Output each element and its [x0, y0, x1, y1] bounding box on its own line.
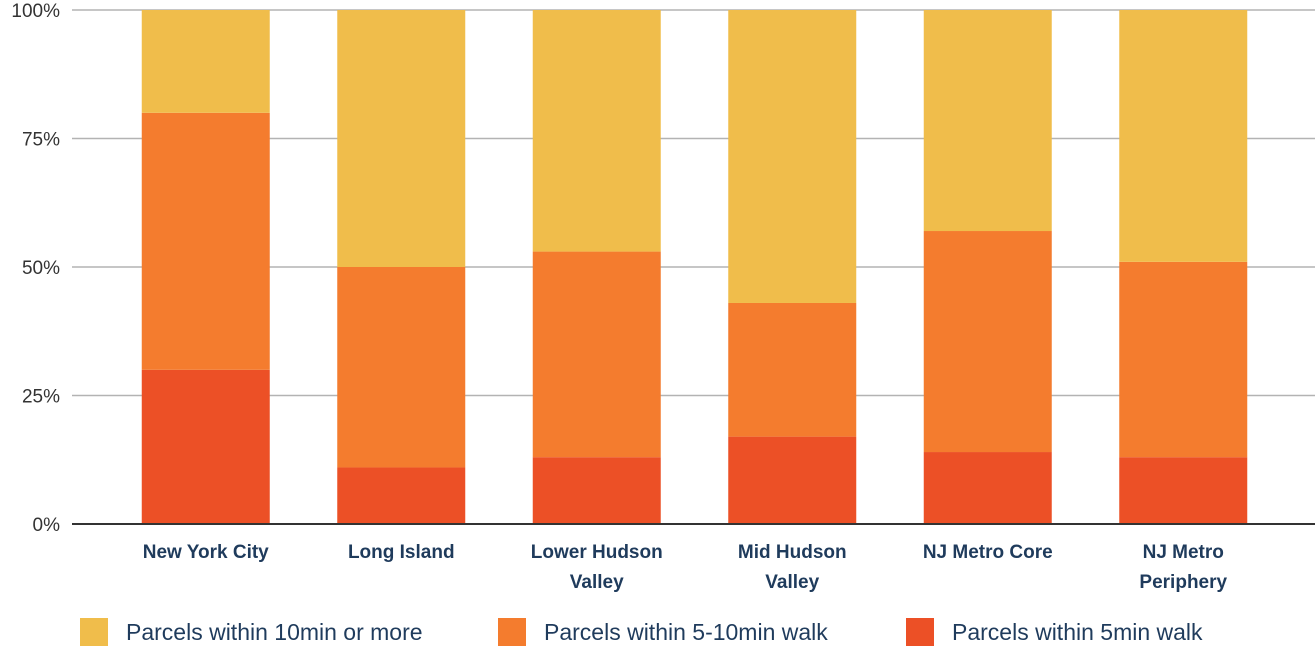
bar-segment — [337, 10, 466, 267]
x-tick-label: New York City — [143, 542, 269, 563]
x-tick-label-line: NJ Metro Core — [923, 542, 1053, 563]
x-axis: New York City Long Island Lower Hudson Vall… — [72, 523, 1315, 593]
legend-item-5min-walk: Parcels within 5min walk — [906, 618, 1203, 646]
bar-segment — [337, 467, 466, 524]
y-tick-label: 25% — [22, 387, 60, 408]
bar-segment — [923, 452, 1052, 524]
y-tick-label: 50% — [22, 258, 60, 279]
bar-segment — [141, 10, 270, 113]
x-tick-label-line: Long Island — [348, 542, 455, 563]
x-tick-label: NJ Metro Periphery — [1139, 542, 1227, 593]
stacked-bar-chart: 0% 25% 50% 75% 100% New York City Long Island… — [11, 1, 1315, 593]
x-tick-label-line: Mid Hudson — [738, 542, 847, 563]
legend-item-5-10min-walk: Parcels within 5-10min walk — [498, 618, 828, 646]
bar-segment — [337, 267, 466, 468]
legend-item-10min-or-more: Parcels within 10min or more — [80, 618, 423, 646]
x-tick-label-line: Valley — [765, 572, 819, 593]
bar-segment — [1119, 10, 1248, 262]
bar-segment — [141, 369, 270, 524]
bar-segment — [728, 10, 857, 303]
gridlines — [72, 9, 1315, 397]
bar-segment — [923, 10, 1052, 232]
bar-segment — [532, 457, 661, 524]
x-tick-label-line: Periphery — [1139, 572, 1227, 593]
bar-segment — [923, 231, 1052, 453]
y-tick-label: 75% — [22, 130, 60, 151]
bar-segment — [728, 436, 857, 524]
bars — [141, 10, 1248, 524]
bar-segment — [1119, 261, 1248, 458]
bar-segment — [532, 251, 661, 458]
legend-label: Parcels within 5-10min walk — [544, 618, 828, 645]
legend-swatch — [498, 618, 526, 646]
legend-swatch — [906, 618, 934, 646]
legend: Parcels within 10min or more Parcels wit… — [0, 618, 1315, 654]
y-tick-label: 0% — [33, 515, 61, 536]
legend-swatch — [80, 618, 108, 646]
bar-segment — [532, 10, 661, 252]
legend-label: Parcels within 10min or more — [126, 618, 423, 645]
x-tick-label: Long Island — [348, 542, 455, 563]
x-tick-label: Lower Hudson Valley — [531, 542, 663, 593]
y-tick-label: 100% — [11, 1, 60, 22]
x-tick-label-line: Valley — [570, 572, 624, 593]
bar-segment — [1119, 457, 1248, 524]
x-tick-label: Mid Hudson Valley — [738, 542, 847, 593]
y-axis: 0% 25% 50% 75% 100% — [11, 1, 60, 536]
x-tick-label-line: NJ Metro — [1143, 542, 1224, 563]
x-tick-label-line: Lower Hudson — [531, 542, 663, 563]
bar-segment — [728, 302, 857, 437]
bar-segment — [141, 112, 270, 370]
legend-label: Parcels within 5min walk — [952, 618, 1203, 645]
x-tick-label: NJ Metro Core — [923, 542, 1053, 563]
x-tick-label-line: New York City — [143, 542, 269, 563]
